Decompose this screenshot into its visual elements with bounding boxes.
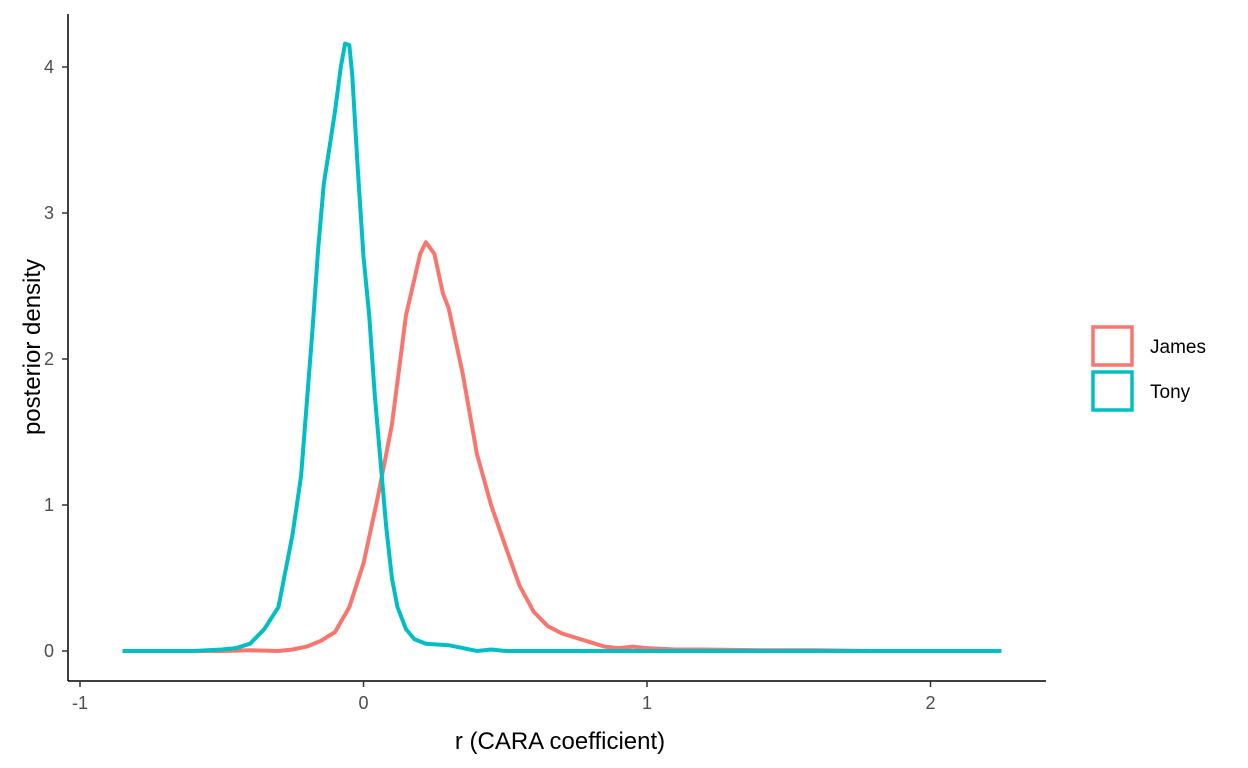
y-tick-label: 3	[44, 203, 54, 223]
plot-lines	[122, 41, 1002, 653]
x-axis-ticks: -1 0 1 2	[72, 681, 936, 713]
y-axis-ticks: 0 1 2 3 4	[44, 57, 68, 661]
x-tick-label: 2	[925, 693, 935, 713]
x-tick-label: 0	[358, 693, 368, 713]
x-axis-title: r (CARA coefficient)	[455, 728, 665, 755]
legend-key-james	[1091, 325, 1134, 367]
series-line-james	[122, 240, 1002, 653]
legend-label-tony: Tony	[1150, 382, 1191, 403]
y-tick-label: 4	[44, 57, 54, 77]
y-tick-label: 1	[44, 495, 54, 515]
y-axis-title: posterior density	[19, 259, 46, 435]
series-line-tony	[122, 41, 1002, 653]
legend-label-james: James	[1150, 337, 1206, 358]
x-tick-label: 1	[642, 693, 652, 713]
y-tick-label: 0	[44, 641, 54, 661]
legend: James Tony	[1091, 325, 1206, 412]
y-tick-label: 2	[44, 349, 54, 369]
x-tick-label: -1	[72, 693, 88, 713]
legend-key-tony	[1091, 370, 1134, 412]
